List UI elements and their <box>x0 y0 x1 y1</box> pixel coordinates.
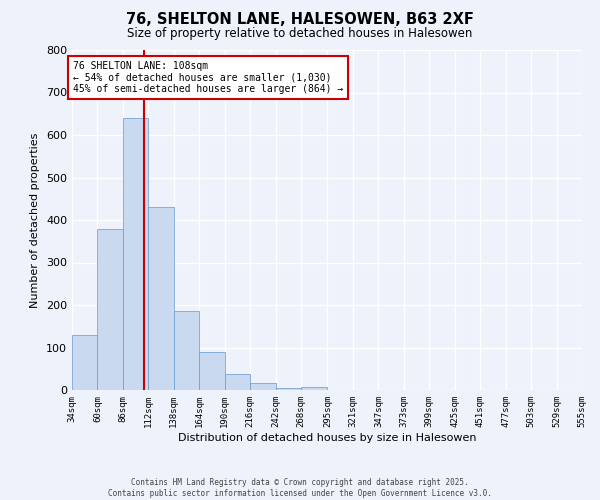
Bar <box>174 312 199 390</box>
Bar <box>275 388 301 390</box>
Bar <box>123 118 148 390</box>
Bar <box>199 352 225 390</box>
Text: 76 SHELTON LANE: 108sqm
← 54% of detached houses are smaller (1,030)
45% of semi: 76 SHELTON LANE: 108sqm ← 54% of detache… <box>73 60 343 94</box>
Text: Contains HM Land Registry data © Crown copyright and database right 2025.
Contai: Contains HM Land Registry data © Crown c… <box>108 478 492 498</box>
Bar <box>301 387 328 390</box>
Bar <box>72 335 97 390</box>
X-axis label: Distribution of detached houses by size in Halesowen: Distribution of detached houses by size … <box>178 432 476 442</box>
Bar <box>97 228 123 390</box>
Bar <box>250 383 275 390</box>
Y-axis label: Number of detached properties: Number of detached properties <box>31 132 40 308</box>
Bar <box>225 374 250 390</box>
Text: 76, SHELTON LANE, HALESOWEN, B63 2XF: 76, SHELTON LANE, HALESOWEN, B63 2XF <box>126 12 474 28</box>
Bar <box>148 207 174 390</box>
Text: Size of property relative to detached houses in Halesowen: Size of property relative to detached ho… <box>127 28 473 40</box>
